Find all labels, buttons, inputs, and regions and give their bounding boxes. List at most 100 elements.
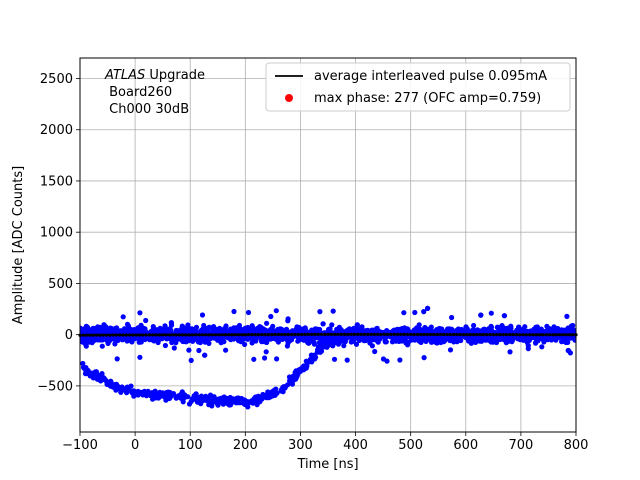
baseline-point <box>516 324 522 330</box>
baseline-point <box>129 339 135 345</box>
pulse-point <box>193 393 199 399</box>
average-line-point <box>352 332 357 336</box>
average-line-point <box>551 333 555 337</box>
average-line-point <box>303 332 307 336</box>
pulse-point <box>101 375 107 381</box>
average-line-point <box>253 333 257 337</box>
pulse-point <box>150 396 156 402</box>
average-line-point <box>250 333 254 337</box>
baseline-point <box>414 328 420 334</box>
average-line-point <box>468 333 472 337</box>
average-line-point <box>379 332 383 336</box>
baseline-point <box>425 305 431 311</box>
average-line-point <box>134 333 138 337</box>
baseline-point <box>168 320 174 326</box>
pulse-point <box>129 390 135 396</box>
pulse-point <box>230 396 236 402</box>
y-tick-label: 1000 <box>40 226 73 241</box>
pulse-point <box>247 399 253 405</box>
baseline-point <box>101 326 107 332</box>
average-line-point <box>475 333 479 337</box>
y-tick-label: 2000 <box>40 123 73 138</box>
pulse-point <box>112 382 118 388</box>
annotation-block: ATLAS Upgrade Board260 Ch000 30dB <box>104 68 205 117</box>
average-line-point <box>217 333 221 337</box>
baseline-point <box>473 339 479 345</box>
legend-label-max-phase: max phase: 277 (OFC amp=0.759) <box>314 91 541 106</box>
average-line-point <box>538 333 542 337</box>
average-line-point <box>313 332 317 336</box>
average-line-point <box>210 333 214 337</box>
baseline-point <box>315 327 321 333</box>
average-line-point <box>544 333 548 337</box>
average-line-point <box>263 333 267 337</box>
average-line-point <box>157 333 161 337</box>
baseline-point <box>292 329 298 335</box>
average-line-point <box>458 332 462 337</box>
average-line-point <box>435 332 439 337</box>
baseline-point <box>115 337 121 343</box>
average-line-point <box>233 333 237 337</box>
average-line-point <box>346 332 350 336</box>
baseline-point <box>520 335 526 341</box>
baseline-point <box>416 322 422 328</box>
baseline-point <box>421 309 427 315</box>
average-line-point <box>247 333 251 337</box>
average-line-point <box>227 333 231 337</box>
average-line-point <box>376 332 380 336</box>
baseline-point <box>389 339 396 345</box>
baseline-point <box>189 336 195 342</box>
x-tick-label: 700 <box>508 438 533 453</box>
average-line-point <box>445 332 449 337</box>
average-line-point <box>91 333 95 337</box>
pulse-point <box>186 401 193 407</box>
baseline-point <box>201 337 207 343</box>
average-line-point <box>276 332 280 337</box>
average-line-point <box>230 333 234 337</box>
baseline-point <box>250 325 256 331</box>
baseline-point <box>264 339 270 345</box>
baseline-point <box>520 326 526 332</box>
baseline-point <box>245 309 252 316</box>
average-line-point <box>190 333 194 337</box>
baseline-point <box>164 336 170 342</box>
baseline-point <box>104 337 110 343</box>
baseline-point <box>438 339 444 346</box>
annotation-atlas: ATLAS <box>104 68 145 83</box>
baseline-point <box>269 328 275 334</box>
x-tick-label: 800 <box>564 438 589 453</box>
baseline-point <box>264 320 270 326</box>
baseline-point <box>380 356 387 362</box>
average-line-point <box>299 332 304 337</box>
average-line-point <box>187 333 191 337</box>
baseline-point <box>501 313 507 319</box>
x-tick-label: 200 <box>233 438 258 453</box>
average-line-point <box>415 332 419 337</box>
average-line-point <box>412 332 416 337</box>
baseline-point <box>343 328 349 334</box>
y-tick-label: 1500 <box>40 174 73 189</box>
average-line-point <box>154 333 158 337</box>
average-line-point <box>237 333 241 337</box>
average-line-point <box>356 332 360 336</box>
average-line-point <box>452 332 456 337</box>
baseline-point <box>99 343 105 349</box>
average-line-point <box>128 333 132 337</box>
average-line-point <box>465 333 469 337</box>
average-line-point <box>547 333 552 337</box>
average-line-point <box>164 333 168 337</box>
baseline-point <box>420 335 426 342</box>
baseline-point <box>506 327 512 333</box>
average-line-point <box>290 332 294 337</box>
average-line-point <box>405 332 409 336</box>
average-line-point <box>541 333 545 337</box>
baseline-point <box>488 338 494 344</box>
baseline-point <box>564 313 570 319</box>
baseline-point <box>525 335 531 341</box>
average-line-point <box>438 332 442 337</box>
x-tick-label: −100 <box>62 438 98 453</box>
average-line-point <box>223 333 228 337</box>
pulse-point <box>242 397 248 403</box>
average-line-point <box>481 333 485 337</box>
average-line-point <box>147 333 151 337</box>
